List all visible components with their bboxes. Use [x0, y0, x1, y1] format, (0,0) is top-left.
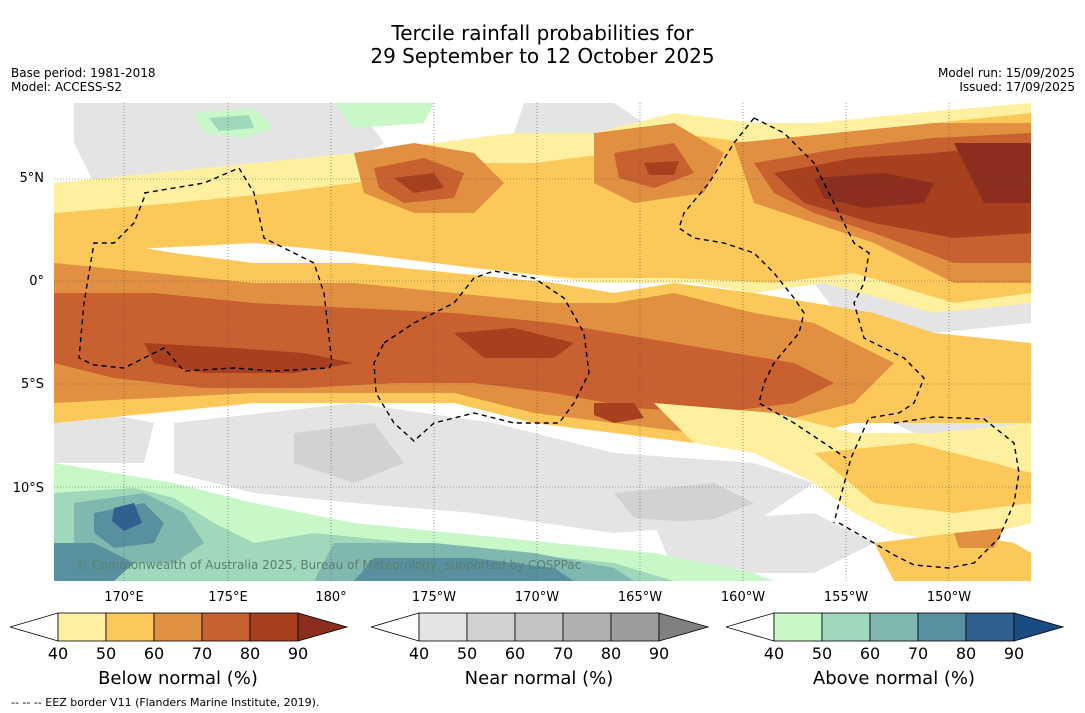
eez-footnote: -- -- -- EEZ border V11 (Flanders Marine… — [11, 696, 320, 709]
base-period: Base period: 1981-2018 — [11, 66, 156, 80]
lat-label-0: 0° — [29, 274, 44, 289]
near-tick: 80 — [600, 644, 622, 663]
lat-label-5n: 5°N — [19, 171, 45, 186]
graticule — [54, 103, 1031, 581]
model-name: Model: ACCESS-S2 — [11, 80, 123, 94]
above-tick: 80 — [955, 644, 977, 663]
lon-label-180: 180° — [315, 590, 347, 605]
lat-label-5s: 5°S — [20, 377, 44, 392]
above-tick: 50 — [811, 644, 833, 663]
above-tick: 70 — [907, 644, 929, 663]
below-tick: 60 — [143, 644, 165, 663]
above-normal-regions — [54, 103, 774, 581]
map-title-line2: 29 September to 12 October 2025 — [370, 44, 715, 68]
below-normal-label: Below normal (%) — [98, 668, 258, 689]
near-normal-label: Near normal (%) — [464, 668, 614, 689]
near-tick: 50 — [456, 644, 478, 663]
lon-label-165w: 165°W — [617, 590, 663, 605]
above-tick: 60 — [859, 644, 881, 663]
lon-label-155w: 155°W — [823, 590, 869, 605]
below-tick: 40 — [47, 644, 69, 663]
below-tick: 90 — [287, 644, 309, 663]
near-tick: 90 — [648, 644, 670, 663]
above-tick: 90 — [1003, 644, 1025, 663]
below-tick: 50 — [95, 644, 117, 663]
lon-label-170e: 170°E — [104, 590, 144, 605]
above-tick: 40 — [763, 644, 785, 663]
map-title-line1: Tercile rainfall probabilities for — [391, 21, 694, 45]
near-tick: 60 — [504, 644, 526, 663]
lon-label-150w: 150°W — [926, 590, 972, 605]
lon-label-175w: 175°W — [411, 590, 457, 605]
lon-label-160w: 160°W — [720, 590, 766, 605]
colorbar-above-normal — [726, 612, 1065, 642]
model-run-date: Model run: 15/09/2025 — [937, 66, 1075, 80]
below-tick: 70 — [191, 644, 213, 663]
lon-label-175e: 175°E — [208, 590, 248, 605]
lat-label-10s: 10°S — [12, 481, 44, 496]
rainfall-probability-map: © Commonwealth of Australia 2025, Bureau… — [54, 103, 1031, 581]
copyright-notice: © Commonwealth of Australia 2025, Bureau… — [76, 558, 581, 572]
below-tick: 80 — [239, 644, 261, 663]
colorbar-near-normal — [371, 612, 710, 642]
near-tick: 40 — [408, 644, 430, 663]
above-normal-label: Above normal (%) — [812, 668, 976, 689]
issued-date: Issued: 17/09/2025 — [959, 80, 1075, 94]
eez-borders — [78, 117, 1020, 569]
below-normal-regions — [54, 103, 1031, 581]
near-tick: 70 — [552, 644, 574, 663]
colorbar-below-normal — [10, 612, 349, 642]
lon-label-170w: 170°W — [514, 590, 560, 605]
